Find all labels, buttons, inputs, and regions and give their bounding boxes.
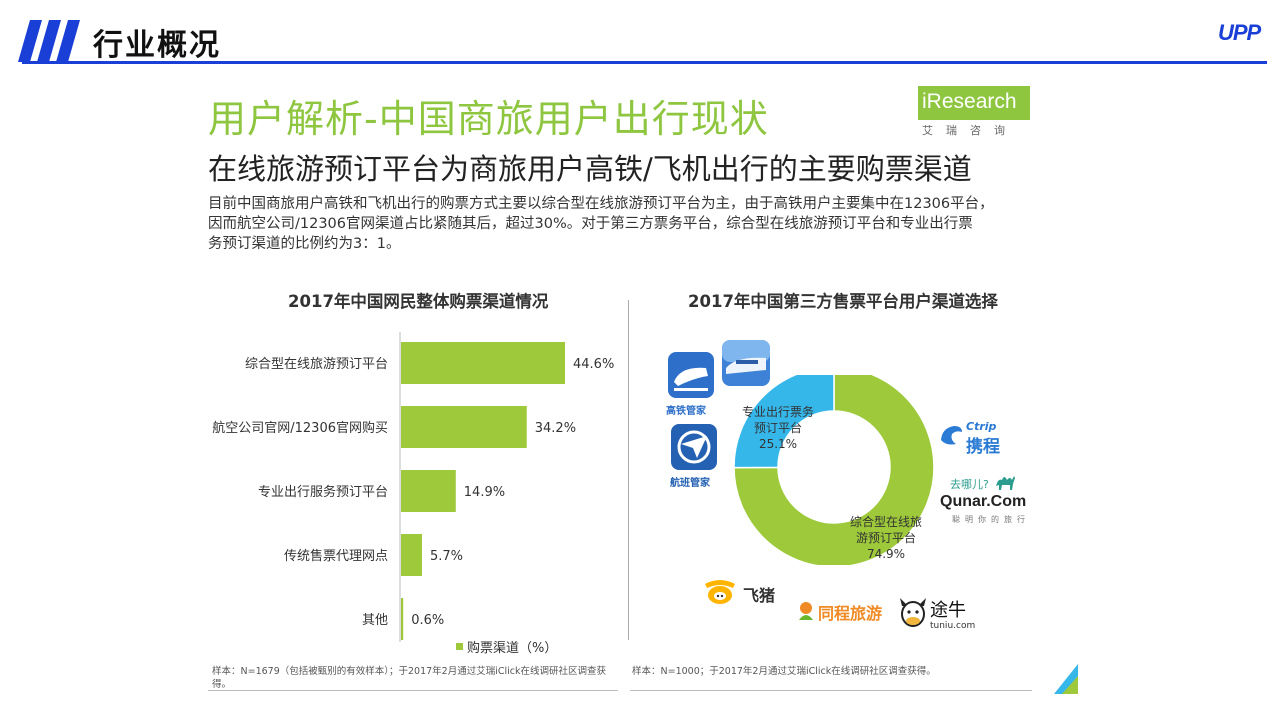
fliggy-logo: 飞猪 [743, 586, 776, 605]
slide-subtitle: 在线旅游预订平台为商旅用户高铁/飞机出行的主要购票渠道 [208, 152, 972, 186]
slice-label: 游预订平台 [856, 530, 916, 545]
section-title: 行业概况 [93, 28, 221, 63]
plane-icon [671, 424, 717, 470]
bar [401, 342, 565, 384]
bar-chart-title: 2017年中国网民整体购票渠道情况 [288, 292, 549, 311]
data-label: 34.2% [535, 421, 576, 436]
data-label: 0.6% [411, 613, 444, 628]
dolphin-icon [941, 426, 962, 445]
header-divider [22, 61, 1267, 64]
category-label: 其他 [362, 613, 388, 628]
intro-line: 务预订渠道的比例约为3：1。 [208, 236, 401, 252]
qunar-logo-en: Qunar.Com [940, 493, 1027, 510]
corner-decoration [1054, 664, 1078, 694]
fliggy-icon [705, 580, 735, 604]
category-label: 传统售票代理网点 [284, 548, 388, 564]
bar-chart: 综合型在线旅游预订平台 44.6% 航空公司官网/12306官网购买 34.2% 专业出… [212, 332, 614, 656]
bar [401, 534, 422, 576]
bar-chart-note: 样本：N=1679（包括被甄别的有效样本）；于2017年2月通过艾瑞iClick… [212, 666, 606, 690]
data-label: 14.9% [464, 485, 505, 500]
iresearch-logo: iResearch 艾瑞咨询 [918, 86, 1036, 138]
brand-logo: UPP [1218, 20, 1261, 45]
tuniu-logo-en: tuniu.com [930, 621, 976, 631]
header-stripes-icon [18, 20, 80, 62]
slide-title: 用户解析-中国商旅用户出行现状 [208, 97, 769, 141]
intro-line: 目前中国商旅用户高铁和飞机出行的购票方式主要以综合型在线旅游预订平台为主，由于高… [208, 196, 994, 212]
tongcheng-icon [799, 602, 813, 620]
legend-label: 购票渠道（%） [467, 640, 557, 656]
intro-line: 因而航空公司/12306官网渠道占比紧随其后，超过30%。对于第三方票务平台，综… [208, 216, 973, 232]
category-label: 综合型在线旅游预订平台 [245, 357, 388, 372]
donut-chart-note: 样本：N=1000；于2017年2月通过艾瑞iClick在线调研社区调查获得。 [632, 666, 936, 677]
plane-app-label: 航班管家 [670, 478, 710, 489]
intro-paragraph: 目前中国商旅用户高铁和飞机出行的购票方式主要以综合型在线旅游预订平台为主，由于高… [208, 194, 1048, 254]
tongcheng-logo: 同程旅游 [818, 604, 883, 623]
slice-label: 专业出行票务 [742, 404, 814, 419]
data-label: 44.6% [573, 357, 614, 372]
data-label: 5.7% [430, 549, 463, 564]
train-app-label: 高铁管家 [666, 406, 706, 417]
train-icon [668, 352, 714, 398]
legend-swatch [456, 643, 463, 650]
camel-icon [996, 476, 1015, 490]
qunar-slogan: 去哪儿? [950, 478, 989, 491]
train-photo-icon [722, 340, 770, 386]
iresearch-logo-sub: 艾瑞咨询 [922, 124, 1018, 137]
cow-icon [900, 598, 926, 627]
slice-label: 综合型在线旅 [850, 514, 922, 529]
data-label: 74.9% [867, 547, 905, 561]
qunar-logo-sub: 聪明你的旅行 [952, 515, 1030, 524]
data-label: 25.1% [759, 437, 797, 451]
bar [401, 406, 527, 448]
pie-slice [733, 375, 935, 565]
pie-slice [733, 375, 835, 469]
bar-chart-bottom-rule [208, 690, 618, 691]
ctrip-logo-cn: 携程 [966, 437, 1000, 457]
donut-chart-title: 2017年中国第三方售票平台用户渠道选择 [688, 292, 998, 311]
donut-chart-bottom-rule [630, 690, 1032, 691]
iresearch-logo-word: iResearch [918, 86, 1030, 120]
ctrip-logo-en: Ctrip [966, 420, 997, 433]
tuniu-logo-cn: 途牛 [930, 600, 966, 621]
slice-label: 预订平台 [754, 420, 802, 435]
bar [401, 470, 456, 512]
bar [401, 598, 404, 640]
category-label: 专业出行服务预订平台 [258, 484, 388, 500]
category-label: 航空公司官网/12306官网购买 [212, 420, 388, 436]
chart-divider [628, 300, 629, 640]
